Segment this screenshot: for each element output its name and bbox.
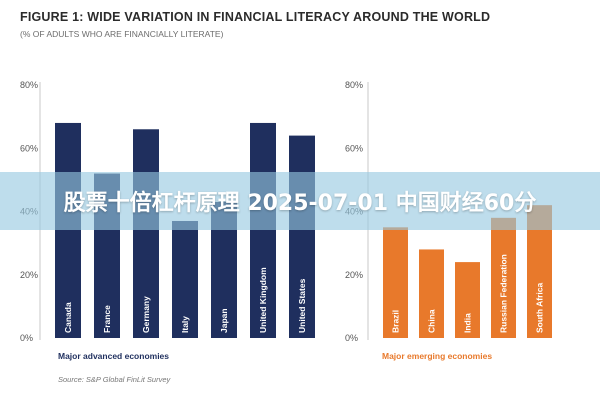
bar-united-kingdom [250,122,276,338]
bar-label: Russian Federation [499,254,509,333]
bar-brazil [383,227,408,338]
bar-label: South Africa [535,283,545,333]
bar-china [419,249,444,338]
bar-canada [55,122,81,338]
bar-label: Germany [141,296,151,333]
bar-label: Canada [63,302,73,333]
bar-united-states [289,135,315,338]
bar-label: United States [297,278,307,333]
bar-label: India [463,313,473,333]
y-tick-label: 60% [20,143,38,153]
figure-subtitle: (% OF ADULTS WHO ARE FINANCIALLY LITERAT… [20,29,224,39]
y-tick-label: 80% [345,80,363,90]
bar-russian-federation [491,217,516,338]
y-tick-label: 0% [20,333,33,343]
y-tick-label: 20% [345,270,363,280]
source-note: Source: S&P Global FinLit Survey [58,375,171,384]
figure-title: FIGURE 1: WIDE VARIATION IN FINANCIAL LI… [20,10,491,24]
group-label: Major advanced economies [58,351,169,361]
overlay-banner: 股票十倍杠杆原理 2025-07-01 中国财经60分 [0,172,600,230]
bar-label: France [102,305,112,333]
bar-label: United Kingdom [258,267,268,333]
bar-germany [133,129,159,338]
y-tick-label: 20% [20,270,38,280]
y-tick-label: 80% [20,80,38,90]
bar-india [455,262,480,338]
bar-label: Brazil [391,310,401,333]
banner-text: 股票十倍杠杆原理 2025-07-01 中国财经60分 [63,191,537,216]
bar-label: Italy [180,316,190,333]
bar-italy [172,220,198,338]
group-label: Major emerging economies [382,351,492,361]
bar-label: Japan [219,308,229,333]
y-tick-label: 0% [345,333,358,343]
y-tick-label: 60% [345,143,363,153]
bar-label: China [427,309,437,333]
